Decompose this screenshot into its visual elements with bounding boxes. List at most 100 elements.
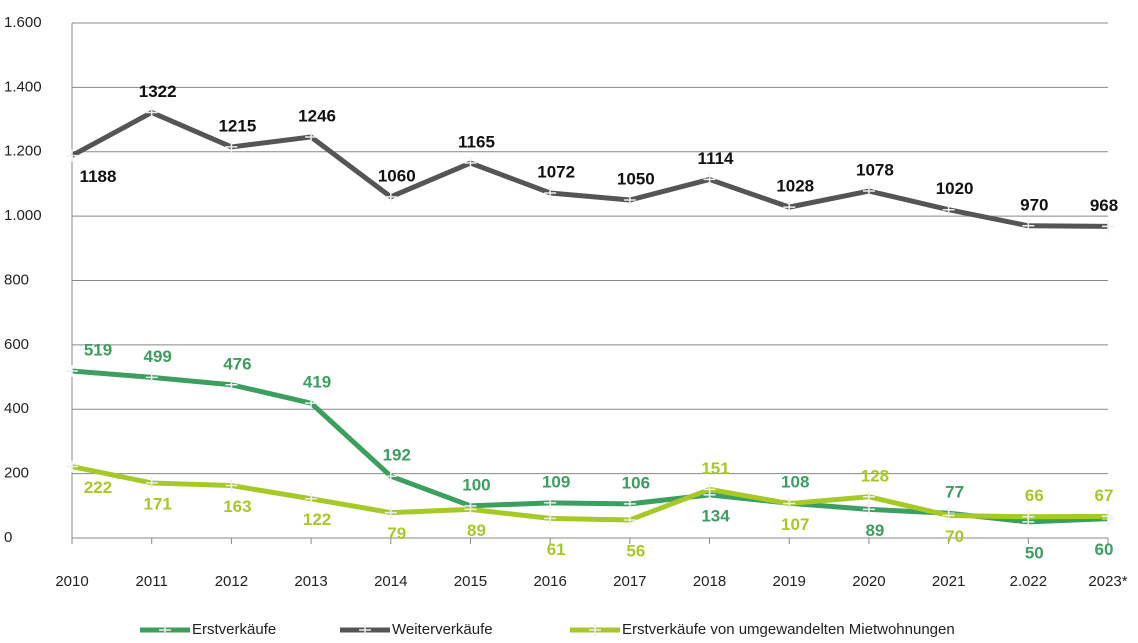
y-tick-label: 1.200 bbox=[4, 143, 42, 160]
line bbox=[71, 464, 1109, 523]
value-label: 67 bbox=[1095, 486, 1114, 505]
marker bbox=[225, 378, 238, 391]
marker bbox=[384, 506, 397, 519]
marker bbox=[66, 149, 78, 162]
marker bbox=[66, 460, 78, 473]
value-label: 79 bbox=[387, 524, 406, 543]
value-label: 499 bbox=[144, 347, 172, 366]
x-tick-label: 2014 bbox=[374, 573, 407, 590]
marker bbox=[384, 190, 397, 203]
y-tick-label: 400 bbox=[4, 400, 29, 417]
value-label: 1114 bbox=[698, 149, 734, 168]
value-label: 171 bbox=[144, 494, 172, 513]
marker bbox=[1102, 220, 1114, 233]
marker bbox=[623, 497, 636, 510]
value-label: 56 bbox=[626, 541, 645, 560]
marker bbox=[145, 371, 158, 384]
marker bbox=[862, 185, 875, 198]
marker bbox=[623, 513, 636, 526]
y-tick-label: 0 bbox=[4, 529, 12, 546]
value-label: 109 bbox=[542, 472, 570, 491]
value-label: 1215 bbox=[218, 116, 256, 135]
value-label: 60 bbox=[1095, 540, 1114, 559]
value-label: 122 bbox=[303, 510, 331, 529]
marker bbox=[544, 512, 557, 525]
x-tick-label: 2011 bbox=[136, 573, 168, 590]
value-label: 1246 bbox=[298, 106, 336, 125]
marker bbox=[942, 203, 955, 216]
x-tick-label: 2021 bbox=[932, 573, 965, 590]
marker bbox=[305, 397, 318, 410]
value-label: 1188 bbox=[80, 167, 117, 186]
marker bbox=[305, 492, 318, 505]
value-label: 107 bbox=[781, 515, 809, 534]
marker bbox=[862, 490, 875, 503]
marker bbox=[703, 483, 716, 496]
marker bbox=[225, 479, 238, 492]
marker bbox=[942, 509, 955, 522]
x-tick-label: 2013 bbox=[294, 573, 327, 590]
value-label: 1078 bbox=[856, 161, 894, 180]
x-tick-label: 2.022 bbox=[1010, 573, 1048, 590]
value-label: 1050 bbox=[617, 170, 655, 189]
value-label: 151 bbox=[701, 459, 729, 478]
marker bbox=[1022, 510, 1035, 523]
value-label: 128 bbox=[861, 466, 889, 485]
marker bbox=[464, 503, 477, 516]
y-tick-label: 1.400 bbox=[4, 78, 42, 95]
value-label: 1165 bbox=[458, 133, 495, 152]
marker bbox=[1102, 510, 1114, 523]
y-tick-label: 600 bbox=[4, 336, 29, 353]
value-label: 77 bbox=[945, 483, 964, 502]
x-tick-label: 2010 bbox=[55, 573, 88, 590]
value-label: 476 bbox=[223, 354, 251, 373]
marker bbox=[305, 130, 318, 143]
x-tick-label: 2020 bbox=[852, 573, 885, 590]
value-label: 100 bbox=[462, 475, 490, 494]
x-tick-label: 2017 bbox=[613, 573, 646, 590]
marker bbox=[225, 140, 238, 153]
y-tick-label: 1.600 bbox=[4, 14, 42, 31]
marker bbox=[862, 503, 875, 516]
legend-label: Erstverkäufe bbox=[192, 621, 276, 638]
value-label: 1028 bbox=[776, 177, 814, 196]
marker bbox=[544, 496, 557, 509]
x-tick-label: 2023* bbox=[1088, 573, 1127, 590]
marker bbox=[1022, 219, 1035, 232]
marker bbox=[66, 364, 78, 377]
x-tick-label: 2019 bbox=[773, 573, 806, 590]
x-tick-label: 2015 bbox=[454, 573, 487, 590]
marker bbox=[783, 201, 796, 214]
marker bbox=[783, 497, 796, 510]
value-label: 89 bbox=[467, 521, 486, 540]
x-tick-label: 2016 bbox=[533, 573, 566, 590]
value-label: 419 bbox=[303, 373, 331, 392]
value-label: 1322 bbox=[139, 82, 177, 101]
value-label: 1060 bbox=[378, 166, 416, 185]
legend-label: Weiterverkäufe bbox=[392, 621, 493, 638]
legend-label: Erstverkäufe von umgewandelten Mietwohnu… bbox=[622, 621, 955, 638]
value-label: 1072 bbox=[537, 162, 575, 181]
marker bbox=[384, 470, 397, 483]
marker bbox=[145, 106, 158, 119]
value-label: 108 bbox=[781, 473, 809, 492]
marker bbox=[703, 173, 716, 186]
marker bbox=[145, 476, 158, 489]
value-label: 970 bbox=[1020, 195, 1048, 214]
legend-marker bbox=[159, 624, 171, 636]
value-label: 70 bbox=[945, 527, 964, 546]
marker bbox=[464, 157, 477, 170]
value-label: 50 bbox=[1025, 543, 1044, 562]
value-label: 106 bbox=[622, 473, 650, 492]
value-label: 519 bbox=[84, 340, 112, 359]
legend-marker bbox=[359, 624, 371, 636]
line bbox=[70, 109, 1109, 229]
value-label: 163 bbox=[223, 497, 251, 516]
x-tick-label: 2012 bbox=[215, 573, 248, 590]
value-label: 61 bbox=[547, 540, 566, 559]
y-tick-label: 1.000 bbox=[4, 207, 42, 224]
value-label: 1020 bbox=[936, 179, 974, 198]
value-label: 66 bbox=[1025, 486, 1044, 505]
value-label: 192 bbox=[383, 446, 411, 465]
